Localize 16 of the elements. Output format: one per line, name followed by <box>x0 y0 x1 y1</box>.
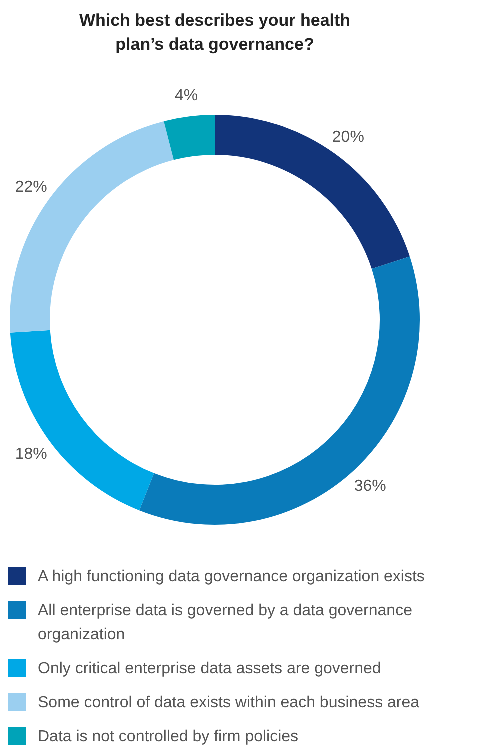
donut-slice <box>215 115 410 270</box>
legend-label: All enterprise data is governed by a data governance organization <box>38 602 413 644</box>
donut-slice <box>164 115 215 160</box>
donut-slice <box>10 121 174 333</box>
legend-label: Only critical enterprise data assets are governed <box>38 660 382 678</box>
legend-label: Data is not controlled by firm policies <box>38 728 299 746</box>
legend-label: A high functioning data governance organization exists <box>38 568 425 586</box>
chart-title: Which best describes your health plan’s data governance? <box>79 11 351 54</box>
donut-slice <box>10 330 154 511</box>
data-label: 36% <box>354 478 386 496</box>
donut-slice <box>140 256 420 525</box>
data-label: 18% <box>15 446 48 464</box>
data-label: 4% <box>174 87 198 104</box>
data-label: 22% <box>15 179 48 196</box>
legend-label: Some control of data exists within each business area <box>38 694 420 712</box>
data-label: 20% <box>332 128 364 146</box>
